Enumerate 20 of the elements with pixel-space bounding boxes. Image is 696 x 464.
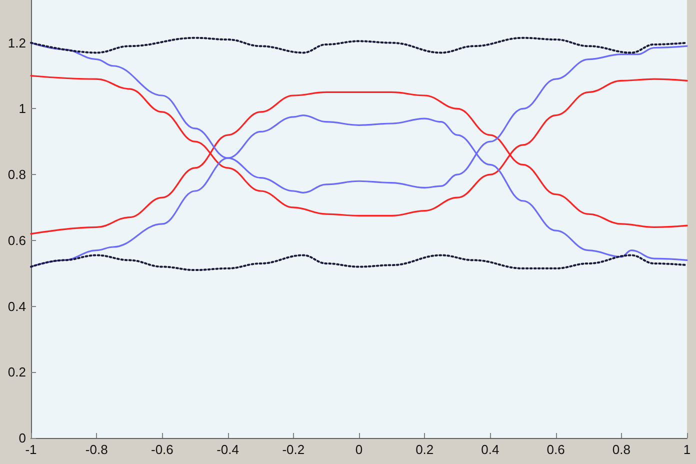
y-tick-label: 0.4 <box>8 298 26 314</box>
x-tick-label: 0.4 <box>481 442 500 457</box>
x-tick-label: 0.6 <box>546 442 565 457</box>
y-tick-label: 0.8 <box>8 167 26 182</box>
x-tick-label: 0.8 <box>612 442 630 457</box>
x-tick-label: -0.4 <box>216 442 240 457</box>
x-tick-label: -0.2 <box>282 442 305 457</box>
line-series <box>30 254 688 272</box>
x-tick-label: -1 <box>25 442 37 457</box>
y-tick-label: 0.6 <box>8 232 26 248</box>
y-tick-label: 0 <box>18 430 26 446</box>
x-tick-label: -0.6 <box>150 442 174 457</box>
x-tick-label: -0.8 <box>85 442 108 457</box>
y-tick-label: 1.2 <box>8 35 26 50</box>
x-tick-label: 0 <box>355 442 363 457</box>
line-series <box>30 36 688 54</box>
x-tick-label: 1 <box>683 442 691 457</box>
y-tick-label: 0.2 <box>8 364 26 380</box>
x-tick-label: 0.2 <box>416 442 434 457</box>
y-tick-label: 1 <box>18 101 26 116</box>
